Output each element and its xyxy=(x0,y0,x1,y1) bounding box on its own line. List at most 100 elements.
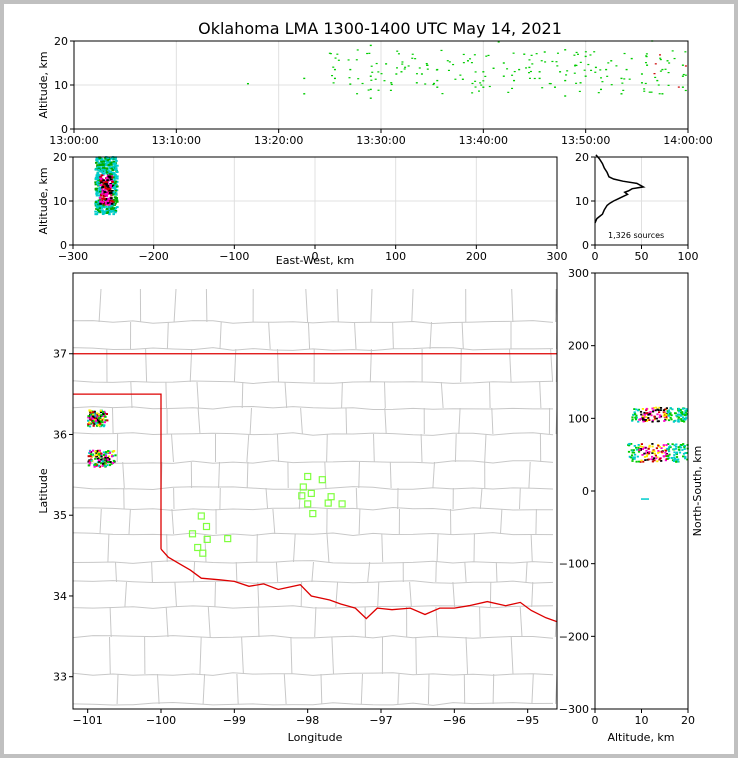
ns-height-source-point xyxy=(631,460,634,462)
map-source-point xyxy=(101,460,104,463)
time-height-source-point xyxy=(525,67,528,69)
time-height-source-point xyxy=(396,50,399,52)
ew-height-source-point xyxy=(109,162,113,165)
map-source-point xyxy=(106,461,109,464)
map-source-point xyxy=(96,461,100,464)
ew-height-source-point xyxy=(106,201,110,204)
county-border-horizontal xyxy=(73,635,554,639)
ns-height-source-point xyxy=(673,459,676,461)
time-height-source-point xyxy=(573,72,576,74)
ew-height-source-point xyxy=(103,191,107,194)
y-tick-label: 10 xyxy=(53,195,67,208)
map-source-point xyxy=(97,420,100,423)
ew-height-source-point xyxy=(95,159,98,162)
time-height-source-point xyxy=(448,61,451,63)
ew-height-source-point xyxy=(104,187,108,190)
map-source-point xyxy=(88,409,91,412)
time-height-source-point xyxy=(447,69,450,72)
ew-height-source-point xyxy=(105,207,109,210)
time-height-source-point xyxy=(331,75,334,77)
time-height-source-point xyxy=(461,78,464,80)
ns-height-source-point xyxy=(631,449,634,452)
time-height-source-point xyxy=(538,77,541,80)
map-source-point xyxy=(96,457,99,460)
map-source-point xyxy=(101,415,105,417)
time-height-source-point xyxy=(659,57,662,59)
ns-height-source-point xyxy=(665,458,668,460)
time-height-source-point xyxy=(518,68,521,71)
ew-height-source-point xyxy=(98,205,101,208)
ns-height-source-point xyxy=(631,418,634,421)
county-border-horizontal xyxy=(73,380,554,385)
ew-height-source-point xyxy=(95,194,99,197)
ns-height-source-point xyxy=(665,407,668,410)
ew-height-source-point xyxy=(106,161,109,164)
ew-height-source-point xyxy=(114,189,118,192)
ew-height-source-point xyxy=(115,171,119,174)
ew-height-source-point xyxy=(94,168,98,171)
ew-height-source-point xyxy=(101,184,104,187)
ns-height-source-point xyxy=(665,454,668,456)
x-tick-label: −96 xyxy=(443,714,466,727)
ew-height-source-point xyxy=(114,157,117,160)
ew-height-source-point xyxy=(104,198,108,201)
time-height-source-point xyxy=(328,52,331,54)
county-border-vertical xyxy=(123,487,557,510)
map-source-point xyxy=(91,418,94,420)
ew-height-source-point xyxy=(104,162,108,165)
ns-height-source-point xyxy=(659,415,663,418)
time-height-source-point xyxy=(587,63,590,66)
time-height-source-point xyxy=(564,95,567,97)
time-height-source-point xyxy=(370,65,373,67)
time-height-source-point xyxy=(544,61,547,63)
ew-height-source-point xyxy=(102,186,106,189)
time-height-source-point xyxy=(513,79,516,82)
ns-height-source-point xyxy=(664,451,667,454)
ns-height-source-point xyxy=(637,460,640,463)
lma-station-marker xyxy=(199,549,207,557)
time-height-source-point xyxy=(440,49,443,52)
ew-height-source-point xyxy=(105,184,108,187)
map-source-point xyxy=(93,417,96,420)
map-source-point xyxy=(90,416,93,419)
time-height-source-point xyxy=(479,82,482,84)
ns-height-source-point xyxy=(654,417,657,420)
ew-height-source-point xyxy=(109,201,113,204)
ns-height-source-point xyxy=(650,458,653,461)
map-source-point xyxy=(101,419,104,422)
map-source-point xyxy=(107,460,110,463)
map-source-point xyxy=(99,411,103,413)
ew-height-source-point xyxy=(108,197,112,200)
ns-height-source-point xyxy=(674,412,677,415)
time-height-source-point xyxy=(371,71,374,73)
time-height-source-point xyxy=(361,82,364,85)
y-tick-label: 10 xyxy=(54,79,68,92)
lma-station-marker xyxy=(318,476,326,484)
time-height-source-point xyxy=(575,64,578,67)
ew-height-source-point xyxy=(114,197,118,200)
map-source-point xyxy=(114,454,117,457)
lma-station-marker xyxy=(202,522,211,531)
ew-height-source-point xyxy=(96,182,100,185)
ns-height-source-point xyxy=(673,444,676,447)
ew-height-source-point xyxy=(114,180,118,183)
ew-height-source-point xyxy=(105,181,108,184)
map-source-point xyxy=(94,421,97,424)
time-height-source-point xyxy=(645,55,648,57)
ew-height-source-point xyxy=(112,172,116,175)
ns-height-source-point xyxy=(681,407,685,410)
ew-height-source-point xyxy=(94,178,98,181)
x-tick-label: −200 xyxy=(139,250,169,263)
ns-height-source-point xyxy=(648,413,651,415)
ew-height-source-point xyxy=(100,179,103,182)
ns-height-source-point xyxy=(666,455,669,457)
ns-height-source-point xyxy=(684,457,687,460)
time-height-source-point xyxy=(673,57,676,60)
ns-height-source-point xyxy=(660,447,663,449)
ns-height-source-point xyxy=(662,455,665,458)
ew-height-source-point xyxy=(97,168,100,171)
time-height-source-point xyxy=(556,65,559,67)
ew-height-source-point xyxy=(100,202,104,205)
ns-height-source-point xyxy=(664,414,667,417)
ew-height-source-point xyxy=(103,210,107,213)
